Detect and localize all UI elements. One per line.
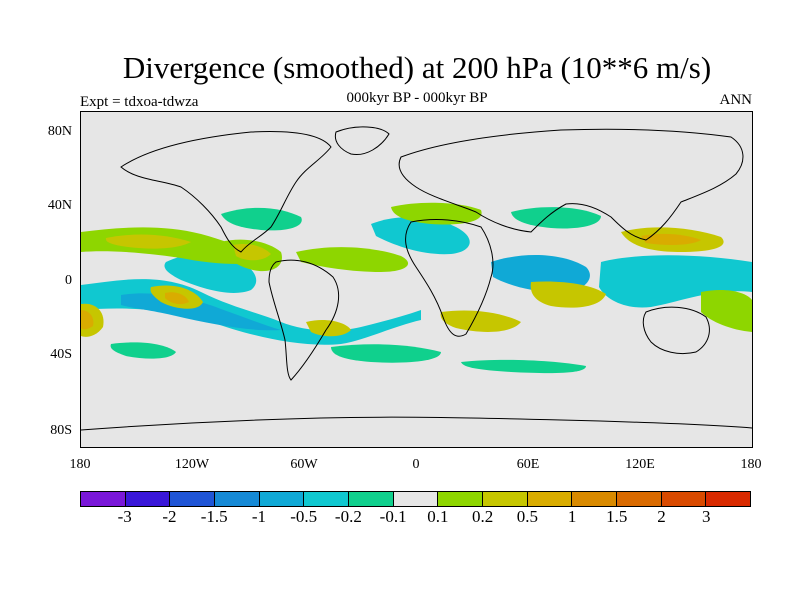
colorbar-cell <box>170 492 216 506</box>
outline-eurasia <box>398 128 744 241</box>
colorbar-label: 0.2 <box>471 507 494 526</box>
colorbar-cell <box>527 492 573 506</box>
contour-neg-south-indian <box>461 359 586 374</box>
contour-pos-atlantic <box>296 247 409 272</box>
colorbar-cell <box>661 492 707 506</box>
colorbar-cell <box>125 492 171 506</box>
contour-neg-pacific-core <box>121 293 281 331</box>
contour-pos-indian-north <box>530 281 606 308</box>
contour-pos-africa <box>391 202 482 225</box>
colorbar-cell <box>706 492 751 506</box>
colorbar-cell <box>438 492 484 506</box>
season-label: ANN <box>719 92 753 108</box>
colorbar-cell <box>215 492 260 506</box>
outline-north-america <box>120 131 332 253</box>
outline-south-america <box>268 259 340 381</box>
outline-antarctica <box>81 416 752 431</box>
lat-label-40n: 40N <box>47 198 72 213</box>
outline-australia <box>642 306 710 355</box>
colorbar-label: -2 <box>162 507 177 526</box>
colorbar-cell <box>304 492 350 506</box>
colorbar-cell <box>572 492 618 506</box>
outline-greenland <box>334 126 390 156</box>
lon-label-120w: 120W <box>174 457 210 472</box>
lon-label-60e: 60E <box>516 457 540 472</box>
colorbar-cell <box>259 492 305 506</box>
contour-neg-europe <box>511 207 601 229</box>
colorbar-label: 0.1 <box>427 507 449 526</box>
contour-neg-southern <box>331 344 441 363</box>
colorbar-cell <box>81 492 126 506</box>
plot-subtitle: 000kyr BP - 000kyr BP <box>346 90 488 106</box>
colorbar-label: -0.1 <box>379 507 407 526</box>
contour-neg-west-pacific <box>599 255 752 308</box>
colorbar-cell <box>483 492 528 506</box>
contour-pos-north-pacific-core <box>105 234 191 249</box>
contour-pos-central-america <box>233 244 271 261</box>
lat-label-80s: 80S <box>50 423 72 438</box>
continent-outlines <box>81 126 752 431</box>
lat-label-80n: 80N <box>47 124 72 139</box>
colorbar-label: 0.5 <box>516 507 538 526</box>
lat-label-eq: 0 <box>65 273 72 288</box>
colorbar-label: -0.2 <box>334 507 362 526</box>
lon-label-60w: 60W <box>290 457 318 472</box>
colorbar-label: 1.5 <box>606 507 628 526</box>
contour-pos-sh-atlantic <box>306 319 351 337</box>
lon-label-120e: 120E <box>625 457 655 472</box>
colorbar-label: 1 <box>567 507 577 526</box>
colorbar-cell <box>349 492 394 506</box>
outline-africa <box>405 219 494 337</box>
experiment-label: Expt = tdxoa-tdwza <box>80 94 199 110</box>
contour-neg-sh-pacific <box>110 342 176 359</box>
lon-label-180e: 180 <box>740 457 762 472</box>
colorbar <box>80 491 751 507</box>
lon-label-180w: 180 <box>69 457 91 472</box>
colorbar-label: -3 <box>117 507 132 526</box>
contour-pos-sh-west-pacific-core <box>81 310 94 330</box>
contour-neg-atlantic <box>371 217 470 255</box>
lat-label-40s: 40S <box>50 347 72 362</box>
colorbar-label: -1 <box>251 507 266 526</box>
colorbar-label: 3 <box>702 507 711 526</box>
contour-neg-subtropics-n <box>221 207 302 231</box>
map-panel <box>80 111 753 448</box>
divergence-map <box>81 126 752 431</box>
lon-label-0: 0 <box>412 457 420 472</box>
colorbar-cell <box>393 492 439 506</box>
colorbar-label: 2 <box>657 507 666 526</box>
colorbar-cell <box>617 492 662 506</box>
contour-pos-south-pacific-core <box>165 292 189 305</box>
contour-pos-maritime-core <box>641 233 701 245</box>
plot-title: Divergence (smoothed) at 200 hPa (10**6 … <box>122 50 712 85</box>
colorbar-label: -0.5 <box>290 507 318 526</box>
positive-contours <box>81 202 752 337</box>
contour-pos-south-indian <box>440 310 521 332</box>
contour-pos-east-pacific <box>701 289 752 332</box>
colorbar-label: -1.5 <box>200 507 228 526</box>
